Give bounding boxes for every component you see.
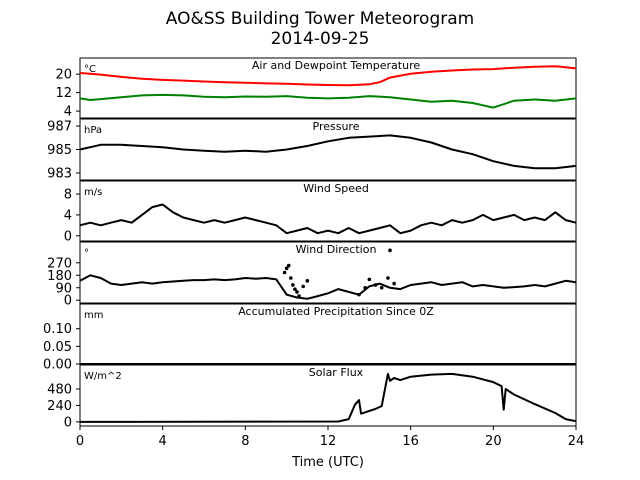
- y-tick-label: 0.00: [43, 358, 72, 373]
- y-tick-label: 4: [64, 208, 72, 223]
- panel-unit: °: [84, 248, 89, 259]
- x-tick-label: 0: [76, 434, 84, 449]
- panel-unit: hPa: [84, 125, 102, 136]
- y-tick-label: 270: [47, 256, 72, 271]
- scatter-point: [373, 283, 378, 287]
- figure-subtitle: 2014-09-25: [271, 29, 370, 49]
- scatter-point: [291, 283, 295, 287]
- panel-1: Air and Dewpoint Temperature °C 4 12 20: [55, 57, 577, 120]
- y-tick-label: 985: [47, 143, 72, 158]
- panel-title: Solar Flux: [309, 366, 364, 379]
- scatter-point: [392, 281, 396, 286]
- y-tick-label: 983: [47, 166, 72, 181]
- x-tick-label: 16: [402, 434, 419, 449]
- y-tick-label: 0.05: [43, 340, 72, 355]
- y-tick-label: 90: [55, 281, 72, 296]
- panel-unit: m/s: [84, 187, 102, 198]
- scatter-point: [367, 277, 372, 282]
- y-tick-label: 180: [47, 269, 72, 284]
- panel-2: Pressure hPa 983 985 987: [47, 118, 577, 181]
- y-tick-label: 0: [64, 294, 72, 309]
- panel-unit: mm: [84, 310, 103, 321]
- panel-title: Accumulated Precipitation Since 0Z: [238, 305, 434, 318]
- y-tick-label: 0: [64, 229, 72, 244]
- y-tick-label: 4: [64, 105, 72, 120]
- scatter-point: [289, 276, 293, 280]
- scatter-point: [284, 266, 289, 271]
- series-line-1: [79, 65, 577, 87]
- x-axis: 0 4 8 12 16 20 24: [76, 426, 584, 449]
- scatter-point: [305, 279, 310, 283]
- series-line-1: [79, 372, 577, 423]
- x-tick-label: 12: [320, 434, 337, 449]
- panel-5: Accumulated Precipitation Since 0Z mm 0.00…: [43, 303, 577, 373]
- scatter-point: [295, 290, 299, 294]
- series-line-2: [79, 93, 577, 109]
- y-tick-label: 480: [47, 382, 72, 397]
- panel-unit: °C: [84, 64, 96, 75]
- scatter-point: [286, 263, 291, 268]
- panel-title: Wind Direction: [296, 243, 377, 256]
- y-tick-label: 8: [64, 188, 72, 203]
- y-tick-label: 0.10: [43, 322, 72, 337]
- y-tick-label: 12: [55, 86, 72, 101]
- y-tick-label: 20: [55, 68, 72, 83]
- figure-title: AO&SS Building Tower Meteorogram: [166, 9, 474, 29]
- x-tick-label: 4: [159, 434, 167, 449]
- panel-frame: [79, 180, 577, 242]
- panels: Air and Dewpoint Temperature °C 4 12 20 Press…: [43, 57, 577, 430]
- scatter-point: [301, 284, 306, 289]
- panel-frame: [79, 57, 577, 119]
- scatter-point: [363, 285, 368, 290]
- x-axis-label: Time (UTC): [291, 455, 364, 470]
- x-tick-label: 24: [568, 434, 585, 449]
- scatter-point: [388, 248, 392, 253]
- series-line-1: [79, 203, 577, 235]
- scatter-point: [282, 270, 287, 275]
- y-tick-label: 0: [64, 415, 72, 430]
- y-tick-label: 987: [47, 120, 72, 135]
- series-line-1: [79, 134, 577, 170]
- scatter-point: [386, 276, 390, 280]
- panel-title: Pressure: [313, 120, 360, 133]
- x-tick-label: 20: [485, 434, 502, 449]
- panel-title: Wind Speed: [303, 182, 369, 195]
- scatter-point: [357, 292, 361, 297]
- series-line-1: [79, 274, 577, 300]
- panel-unit: W/m^2: [84, 371, 122, 382]
- panel-frame: [79, 241, 577, 304]
- panel-title: Air and Dewpoint Temperature: [252, 59, 420, 72]
- scatter-point: [293, 287, 297, 291]
- scatter-point: [297, 294, 301, 298]
- y-tick-label: 240: [47, 399, 72, 414]
- x-tick-label: 8: [241, 434, 249, 449]
- panel-3: Wind Speed m/s 0 4 8: [64, 180, 577, 244]
- scatter-point: [379, 285, 384, 290]
